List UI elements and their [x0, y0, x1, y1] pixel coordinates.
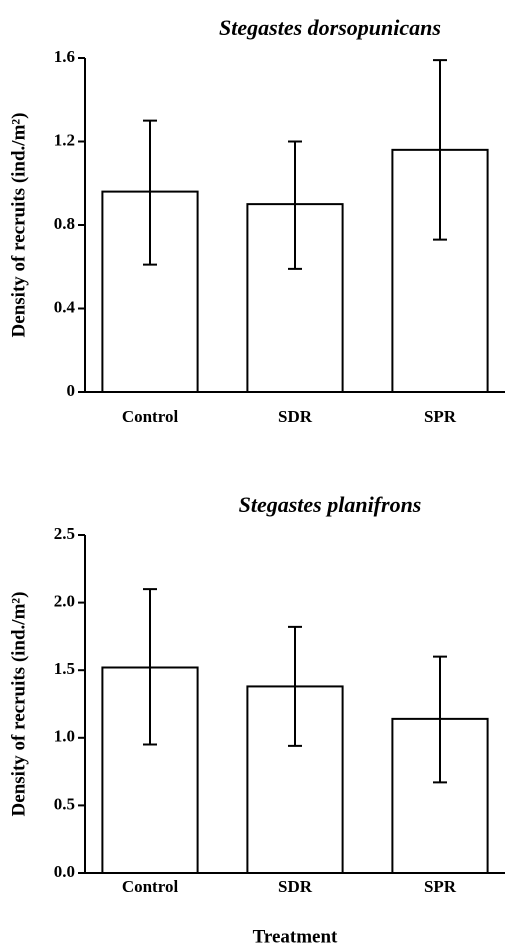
- y-axis-label: Density of recruits (ind./m²): [8, 592, 29, 817]
- error-bar: [433, 59, 447, 241]
- error-bar: [143, 588, 157, 746]
- y-tick-label: 2.5: [54, 524, 75, 543]
- error-bar: [288, 140, 302, 270]
- y-tick-label: 1.2: [54, 130, 75, 149]
- y-tick-label: 0.0: [54, 862, 75, 881]
- y-tick-label: 1.6: [54, 47, 75, 66]
- y-axis-label: Density of recruits (ind./m²): [8, 113, 29, 338]
- y-tick-label: 0.4: [54, 297, 76, 316]
- x-tick-label: SDR: [278, 877, 313, 896]
- x-tick-label: Control: [122, 407, 179, 426]
- y-tick-label: 2.0: [54, 592, 75, 611]
- y-tick-label: 1.0: [54, 727, 75, 746]
- y-tick-label: 0.8: [54, 214, 75, 233]
- x-tick-label: SPR: [424, 877, 457, 896]
- y-tick-label: 0: [67, 381, 76, 400]
- x-tick-label: SDR: [278, 407, 313, 426]
- y-tick-label: 1.5: [54, 659, 75, 678]
- chart-title: Stegastes dorsopunicans: [219, 15, 441, 40]
- error-bar: [288, 625, 302, 747]
- y-tick-label: 0.5: [54, 794, 75, 813]
- x-tick-label: Control: [122, 877, 179, 896]
- error-bar: [143, 119, 157, 266]
- x-tick-label: SPR: [424, 407, 457, 426]
- error-bar: [433, 655, 447, 784]
- x-axis-label: Treatment: [253, 926, 338, 947]
- chart-title: Stegastes planifrons: [239, 492, 422, 517]
